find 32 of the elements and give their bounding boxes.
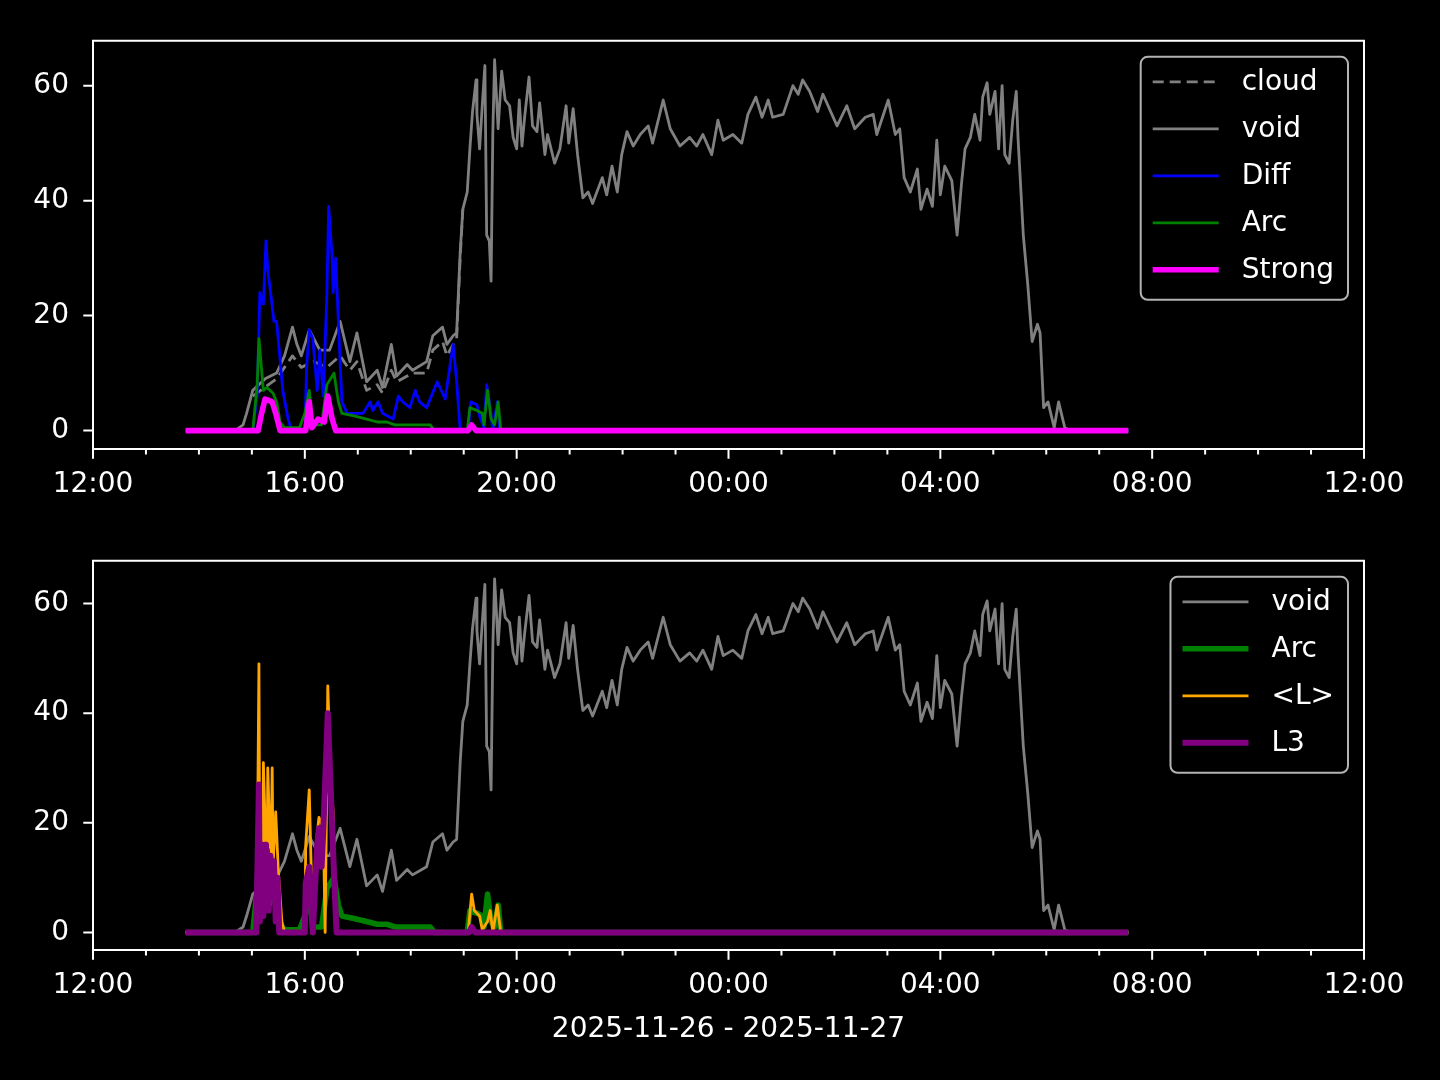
legend-label: Arc: [1241, 205, 1288, 239]
legend-label: Diff: [1241, 158, 1292, 192]
y-tick-label: 20: [33, 296, 69, 330]
y-tick-label: 40: [33, 694, 69, 728]
y-tick-label: 0: [51, 913, 69, 947]
y-tick-label: 40: [33, 181, 69, 215]
legend-label: Strong: [1241, 252, 1335, 286]
x-tick-label: 12:00: [1323, 967, 1405, 1001]
x-tick-label: 04:00: [899, 466, 981, 500]
legend-label: <L>: [1271, 678, 1335, 712]
y-tick-label: 60: [33, 66, 69, 100]
x-axis-title: 2025-11-26 - 2025-11-27: [551, 1011, 906, 1045]
x-tick-label: 12:00: [52, 466, 134, 500]
x-tick-label: 16:00: [264, 967, 346, 1001]
legend-label: void: [1241, 111, 1301, 145]
x-tick-label: 08:00: [1111, 967, 1193, 1001]
legend-label: L3: [1271, 725, 1305, 759]
x-tick-label: 20:00: [476, 466, 558, 500]
legend-label: void: [1271, 584, 1331, 618]
x-tick-label: 12:00: [1323, 466, 1405, 500]
x-tick-label: 20:00: [476, 967, 558, 1001]
x-tick-label: 08:00: [1111, 466, 1193, 500]
y-tick-label: 60: [33, 584, 69, 618]
x-tick-label: 00:00: [688, 967, 769, 1001]
y-tick-label: 0: [51, 411, 69, 445]
x-tick-label: 12:00: [52, 967, 134, 1001]
x-tick-label: 00:00: [688, 466, 769, 500]
y-tick-label: 20: [33, 804, 69, 838]
legend-label: cloud: [1241, 64, 1318, 98]
legend-label: Arc: [1271, 631, 1317, 665]
x-tick-label: 16:00: [264, 466, 346, 500]
x-tick-label: 04:00: [899, 967, 981, 1001]
